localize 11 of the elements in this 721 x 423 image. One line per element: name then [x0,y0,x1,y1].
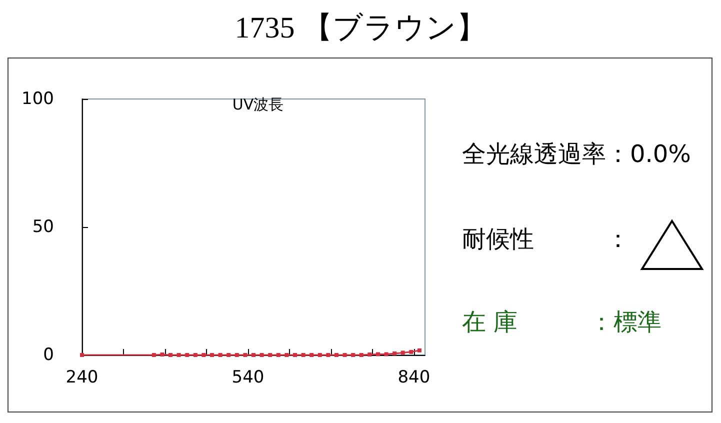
chart-subtitle: UV波長 [232,96,284,114]
text: 全光線透過率：0.0% [462,140,691,168]
text: 耐候性 ： [462,225,630,253]
y-tick-label: 0 [43,345,54,365]
y-tick-label: 50 [32,217,54,237]
x-tick-label: 540 [232,368,264,388]
text: 在 庫 ：標準 [462,308,662,336]
x-tick-label: 840 [398,368,430,388]
y-tick-label: 100 [22,89,54,109]
chart-title: 1735 【ブラウン】 [234,12,486,44]
x-tick-label: 240 [66,368,98,388]
